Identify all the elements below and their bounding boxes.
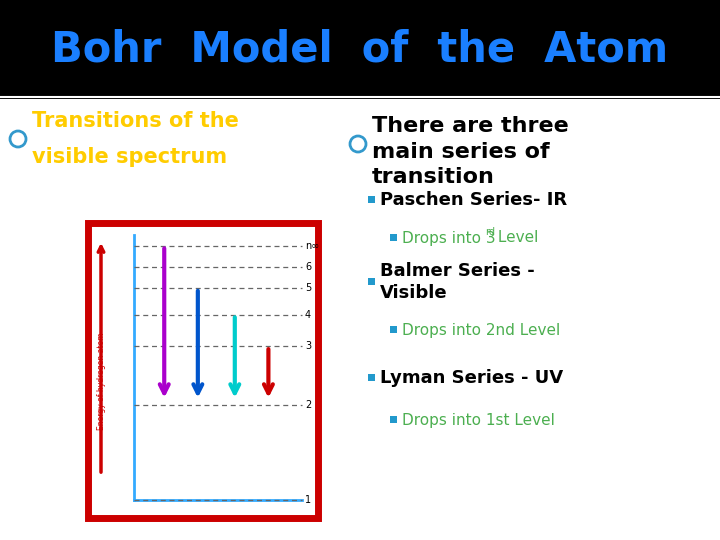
Text: 2: 2: [305, 400, 311, 410]
Text: Drops into 2nd Level: Drops into 2nd Level: [402, 322, 560, 338]
Text: n∞: n∞: [305, 241, 320, 251]
Bar: [390, 234, 397, 241]
Text: Energy of hydrogen atom: Energy of hydrogen atom: [96, 332, 106, 429]
Text: Paschen Series- IR: Paschen Series- IR: [380, 191, 567, 209]
Text: 4: 4: [305, 309, 311, 320]
Text: Lyman Series - UV: Lyman Series - UV: [380, 369, 563, 387]
Text: 1: 1: [305, 495, 311, 505]
Text: rd: rd: [485, 227, 495, 237]
Bar: [368, 278, 375, 285]
Text: Level: Level: [493, 231, 539, 246]
Text: 6: 6: [305, 262, 311, 272]
Bar: [390, 416, 397, 423]
Bar: [368, 374, 375, 381]
Text: 5: 5: [305, 283, 311, 293]
Text: There are three
main series of
transition: There are three main series of transitio…: [372, 116, 569, 187]
Bar: [390, 326, 397, 333]
Text: 3: 3: [305, 341, 311, 352]
Text: Drops into 3: Drops into 3: [402, 231, 495, 246]
Text: Transitions of the: Transitions of the: [32, 111, 239, 131]
Text: Balmer Series -
Visible: Balmer Series - Visible: [380, 262, 535, 302]
Text: Bohr  Model  of  the  Atom: Bohr Model of the Atom: [51, 29, 669, 71]
Text: Drops into 1st Level: Drops into 1st Level: [402, 413, 555, 428]
Bar: [368, 196, 375, 203]
Bar: [0, 99, 720, 540]
Bar: [0, 0, 720, 99]
Text: visible spectrum: visible spectrum: [32, 147, 227, 167]
Bar: [88, 223, 318, 518]
